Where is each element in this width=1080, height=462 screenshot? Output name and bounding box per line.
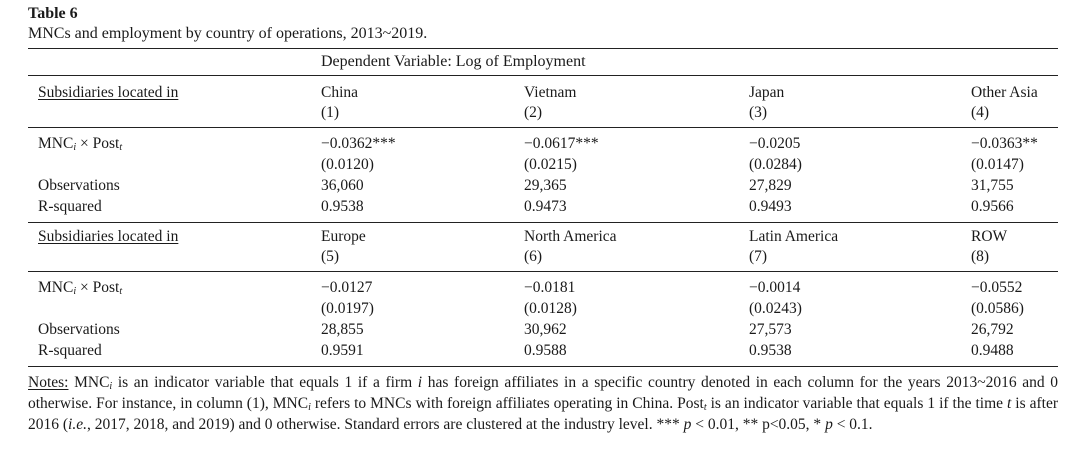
- column-header-name: Other Asia: [971, 84, 1038, 101]
- column-header-name: ROW: [971, 228, 1008, 245]
- coef-value: −0.0362***: [321, 135, 396, 152]
- table-label: Table 6: [28, 5, 78, 22]
- se-value: (0.0215): [524, 156, 577, 173]
- coef-value: −0.0014: [749, 279, 801, 296]
- panel-1-row-label: Subsidiaries located in: [38, 84, 179, 101]
- observations-value: 28,855: [321, 321, 364, 338]
- panel-1-column-rule: [28, 127, 1058, 128]
- observations-value: 30,962: [524, 321, 567, 338]
- column-header-name: Europe: [321, 228, 366, 245]
- coef-value: −0.0181: [524, 279, 576, 296]
- observations-value: 26,792: [971, 321, 1014, 338]
- observations-value: 27,829: [749, 177, 792, 194]
- panel-separator-rule: [28, 222, 1058, 223]
- se-value: (0.0128): [524, 300, 577, 317]
- panel-2-row-label: Subsidiaries located in: [38, 228, 179, 245]
- coef-value: −0.0363**: [971, 135, 1038, 152]
- observations-label: Observations: [38, 177, 120, 194]
- r-squared-value: 0.9588: [524, 342, 567, 359]
- observations-value: 27,573: [749, 321, 792, 338]
- se-value: (0.0284): [749, 156, 802, 173]
- column-number: (8): [971, 248, 990, 265]
- column-number: (7): [749, 248, 768, 265]
- r-squared-value: 0.9538: [749, 342, 792, 359]
- se-value: (0.0586): [971, 300, 1024, 317]
- column-number: (3): [749, 104, 768, 121]
- coef-row-label: MNCi × Postt: [38, 135, 123, 153]
- coef-value: −0.0127: [321, 279, 373, 296]
- observations-value: 31,755: [971, 177, 1014, 194]
- top-rule: [28, 48, 1058, 49]
- r-squared-label: R-squared: [38, 198, 102, 215]
- observations-value: 29,365: [524, 177, 567, 194]
- dependent-variable-header: Dependent Variable: Log of Employment: [321, 53, 586, 70]
- column-number: (6): [524, 248, 543, 265]
- column-header-name: Vietnam: [524, 84, 577, 101]
- column-header-name: North America: [524, 228, 617, 245]
- r-squared-value: 0.9591: [321, 342, 364, 359]
- column-number: (5): [321, 248, 340, 265]
- se-value: (0.0243): [749, 300, 802, 317]
- coef-value: −0.0205: [749, 135, 801, 152]
- column-number: (1): [321, 104, 340, 121]
- header-rule: [28, 75, 1058, 76]
- panel-2-column-rule: [28, 271, 1058, 272]
- r-squared-value: 0.9488: [971, 342, 1014, 359]
- table-caption: MNCs and employment by country of operat…: [28, 25, 428, 42]
- observations-label: Observations: [38, 321, 120, 338]
- se-value: (0.0120): [321, 156, 374, 173]
- observations-value: 36,060: [321, 177, 364, 194]
- column-header-name: China: [321, 84, 359, 101]
- r-squared-value: 0.9566: [971, 198, 1014, 215]
- table-notes: Notes: MNCi is an indicator variable tha…: [28, 374, 1059, 433]
- column-header-name: Latin America: [749, 228, 839, 245]
- column-header-name: Japan: [749, 84, 785, 101]
- r-squared-value: 0.9538: [321, 198, 364, 215]
- column-number: (4): [971, 104, 990, 121]
- bottom-rule: [28, 366, 1058, 367]
- column-number: (2): [524, 104, 543, 121]
- r-squared-value: 0.9493: [749, 198, 792, 215]
- se-value: (0.0197): [321, 300, 374, 317]
- se-value: (0.0147): [971, 156, 1024, 173]
- r-squared-label: R-squared: [38, 342, 102, 359]
- coef-value: −0.0552: [971, 279, 1023, 296]
- coef-value: −0.0617***: [524, 135, 599, 152]
- r-squared-value: 0.9473: [524, 198, 567, 215]
- coef-row-label: MNCi × Postt: [38, 279, 123, 297]
